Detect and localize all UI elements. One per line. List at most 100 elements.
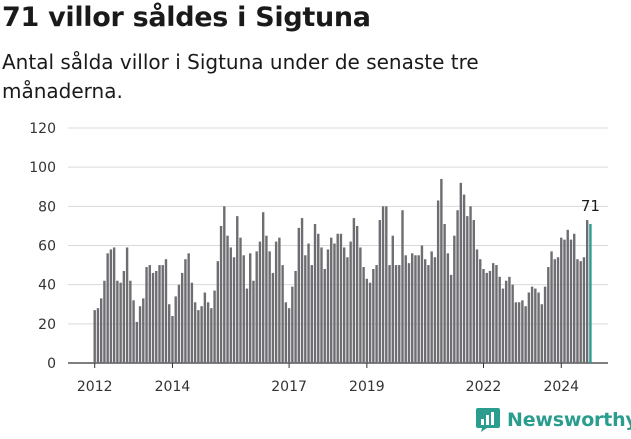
bar <box>93 310 96 364</box>
bar <box>213 290 216 363</box>
newsworthy-brand: Newsworthy <box>475 407 631 433</box>
bar <box>174 296 177 363</box>
bar <box>206 302 210 363</box>
bar <box>148 265 151 363</box>
bar <box>252 280 255 363</box>
bar <box>560 237 563 363</box>
bar <box>116 280 119 363</box>
bar <box>423 259 427 363</box>
bar <box>203 292 207 363</box>
bar <box>475 249 479 363</box>
last-value-label: 71 <box>581 197 600 215</box>
bar <box>411 253 414 363</box>
bar <box>375 265 378 363</box>
bar <box>530 286 534 364</box>
bar <box>469 206 472 363</box>
bar <box>155 270 158 363</box>
bar <box>284 302 288 363</box>
bar <box>466 216 469 364</box>
bar <box>436 200 440 363</box>
bar <box>495 265 498 363</box>
bar <box>245 288 249 363</box>
x-tick-label: 2022 <box>466 379 502 395</box>
bar <box>381 206 385 363</box>
bar <box>268 251 271 364</box>
bar <box>563 239 566 364</box>
bar <box>184 259 187 363</box>
bar <box>372 269 375 363</box>
bar <box>294 270 297 363</box>
bar <box>346 257 349 363</box>
bar <box>258 241 262 363</box>
bar <box>239 237 242 363</box>
y-tick-label: 0 <box>47 356 56 372</box>
bar <box>430 251 433 364</box>
bar <box>449 274 453 364</box>
bar <box>158 265 161 363</box>
bar <box>404 255 407 363</box>
bar <box>511 284 514 363</box>
bar <box>417 255 420 363</box>
x-tick-label: 2024 <box>543 379 579 395</box>
bar <box>265 235 268 363</box>
bar <box>161 265 164 363</box>
bar <box>365 278 369 363</box>
bar <box>359 247 362 363</box>
bar <box>543 286 547 364</box>
bar <box>109 249 113 363</box>
bar <box>249 253 252 363</box>
bar <box>151 272 155 363</box>
bar <box>197 310 200 364</box>
bar <box>407 263 411 364</box>
bar <box>330 237 333 363</box>
bar <box>492 263 495 364</box>
bar <box>287 308 291 363</box>
bar <box>427 265 430 363</box>
bar <box>352 218 356 363</box>
y-tick-label: 100 <box>29 160 56 176</box>
bar <box>537 292 540 363</box>
bars <box>93 178 592 364</box>
x-tick-labels: 2012 2014 2017 2019 2022 2024 <box>77 363 579 395</box>
bar <box>479 259 482 363</box>
y-tick-label: 80 <box>38 199 56 215</box>
bar <box>576 259 579 363</box>
bar <box>472 220 475 363</box>
bar <box>200 306 203 363</box>
bar <box>420 245 424 363</box>
brand-name: Newsworthy <box>507 409 631 431</box>
bar <box>300 218 304 363</box>
bar <box>501 288 505 363</box>
bar <box>229 247 232 363</box>
bar <box>96 308 100 363</box>
bar <box>547 267 550 363</box>
bar <box>307 243 310 363</box>
bar <box>226 235 229 363</box>
x-tick-label: 2019 <box>349 379 385 395</box>
bar <box>556 257 560 363</box>
y-tick-label: 40 <box>38 278 56 294</box>
bar <box>125 247 129 363</box>
bar <box>103 280 106 363</box>
bar <box>278 237 281 363</box>
bar <box>180 272 184 363</box>
bar <box>446 253 450 363</box>
bar <box>320 247 323 363</box>
bar <box>550 251 553 364</box>
bar <box>540 304 544 363</box>
bar <box>216 261 220 363</box>
bar <box>414 255 417 363</box>
bar <box>443 223 446 363</box>
bar <box>164 259 168 363</box>
bar <box>378 220 382 363</box>
bar <box>223 206 226 363</box>
bar <box>190 282 194 363</box>
bar <box>504 280 508 363</box>
bar <box>459 182 463 363</box>
bar <box>171 316 174 363</box>
bar <box>119 282 122 363</box>
bar <box>488 270 492 363</box>
bar <box>274 241 278 363</box>
bar <box>242 255 245 363</box>
bar <box>187 253 190 363</box>
